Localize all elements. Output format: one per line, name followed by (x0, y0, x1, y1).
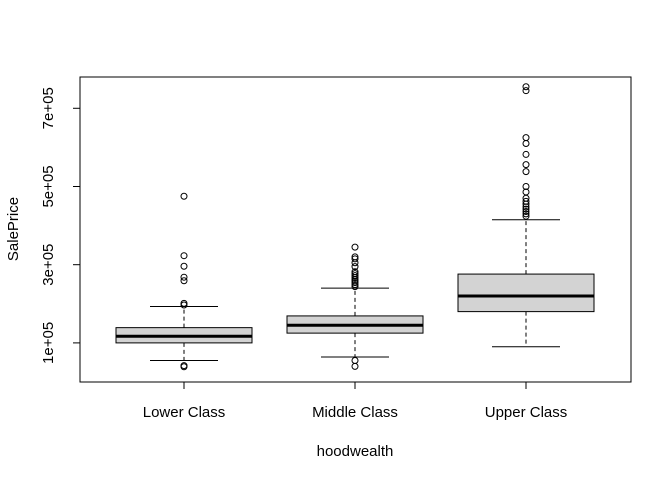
box-series (115, 83, 595, 371)
x-tick-label: Lower Class (143, 404, 226, 421)
x-axis-label: hoodwealth (317, 443, 394, 460)
outlier-point (351, 263, 359, 271)
outlier-point (522, 210, 530, 218)
box-upper-class (457, 83, 595, 348)
y-axis: 1e+05 3e+05 5e+05 7e+05 (40, 87, 81, 364)
outlier-point (351, 356, 359, 364)
y-axis-label: SalePrice (5, 197, 22, 261)
outlier-point (522, 205, 530, 213)
outlier-point (522, 188, 530, 196)
outlier-point (180, 362, 188, 370)
box-lower-class (115, 192, 253, 371)
outlier-point (351, 253, 359, 261)
x-axis: Lower Class Middle Class Upper Class (143, 381, 568, 421)
outlier-point (522, 150, 530, 158)
outlier-point (180, 192, 188, 200)
outlier-point (180, 299, 188, 307)
outlier-point (351, 255, 359, 263)
outlier-point (351, 272, 359, 280)
outlier-point (522, 83, 530, 91)
y-tick-label: 7e+05 (40, 87, 57, 129)
y-tick-label: 5e+05 (40, 165, 57, 207)
x-tick-label: Upper Class (485, 404, 568, 421)
outlier-point (522, 212, 530, 220)
y-tick-label: 3e+05 (40, 244, 57, 286)
outlier-point (522, 139, 530, 147)
outlier-point (522, 197, 530, 205)
outlier-point (351, 268, 359, 276)
outlier-point (522, 134, 530, 142)
iqr-box (457, 273, 595, 313)
outlier-point (351, 281, 359, 289)
outlier-point (522, 168, 530, 176)
outlier-point (522, 161, 530, 169)
outlier-point (522, 87, 530, 95)
outlier-point (180, 277, 188, 285)
outlier-point (180, 252, 188, 260)
outlier-point (522, 182, 530, 190)
outlier-point (180, 262, 188, 270)
outlier-point (351, 270, 359, 278)
outlier-point (351, 362, 359, 370)
outlier-point (522, 203, 530, 211)
x-tick-label: Middle Class (312, 404, 398, 421)
outlier-point (522, 208, 530, 216)
y-tick-label: 1e+05 (40, 322, 57, 364)
outlier-point (180, 273, 188, 281)
outlier-point (351, 243, 359, 251)
box-middle-class (286, 243, 424, 370)
outlier-point (351, 283, 359, 291)
